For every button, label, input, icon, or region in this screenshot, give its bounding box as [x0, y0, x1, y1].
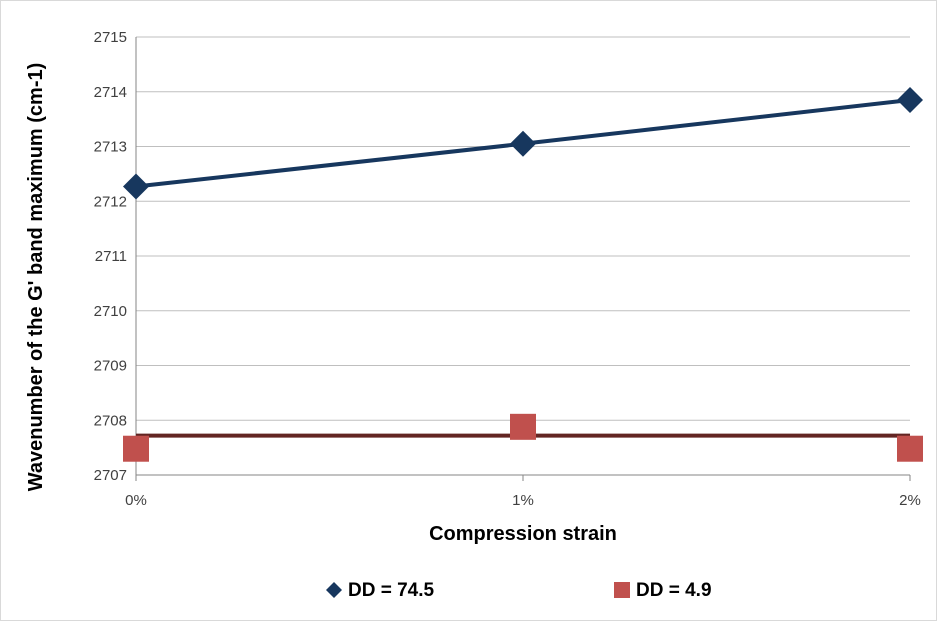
y-tick-label: 2708 [94, 412, 127, 429]
data-point-dd-74-5 [123, 173, 149, 200]
data-point-dd-74-5 [510, 130, 536, 157]
y-tick-label: 2712 [94, 193, 127, 210]
data-point-dd-4-9 [123, 435, 149, 462]
data-point-dd-4-9 [510, 413, 536, 440]
data-point-dd-74-5 [897, 86, 923, 113]
legend-marker-dd-74-5 [326, 582, 342, 598]
y-axis-title: Wavenumber of the G' band maximum (cm-1) [25, 63, 47, 492]
x-tick-label: 1% [512, 492, 534, 509]
x-axis-title: Compression strain [429, 523, 617, 545]
y-tick-label: 2715 [94, 29, 127, 46]
data-point-dd-4-9 [897, 435, 923, 462]
y-tick-label: 2709 [94, 358, 127, 375]
y-tick-label: 2710 [94, 303, 127, 320]
legend-label-dd-4-9: DD = 4.9 [636, 580, 712, 601]
x-axis-ticks: 0% 1% 2% [125, 475, 921, 509]
y-tick-label: 2711 [95, 248, 127, 265]
legend: DD = 74.5 DD = 4.9 [326, 580, 712, 601]
y-tick-label: 2713 [94, 139, 127, 156]
y-tick-label: 2714 [94, 84, 127, 101]
x-tick-label: 0% [125, 492, 147, 509]
legend-label-dd-74-5: DD = 74.5 [348, 580, 435, 601]
x-tick-label: 2% [899, 492, 921, 509]
series-layer [123, 86, 923, 462]
y-tick-label: 2707 [94, 467, 127, 484]
legend-marker-dd-4-9 [614, 582, 630, 598]
gridlines [135, 36, 910, 476]
y-axis-ticks: 2707 2708 2709 2710 2711 2712 2713 2714 2715 [94, 29, 127, 484]
